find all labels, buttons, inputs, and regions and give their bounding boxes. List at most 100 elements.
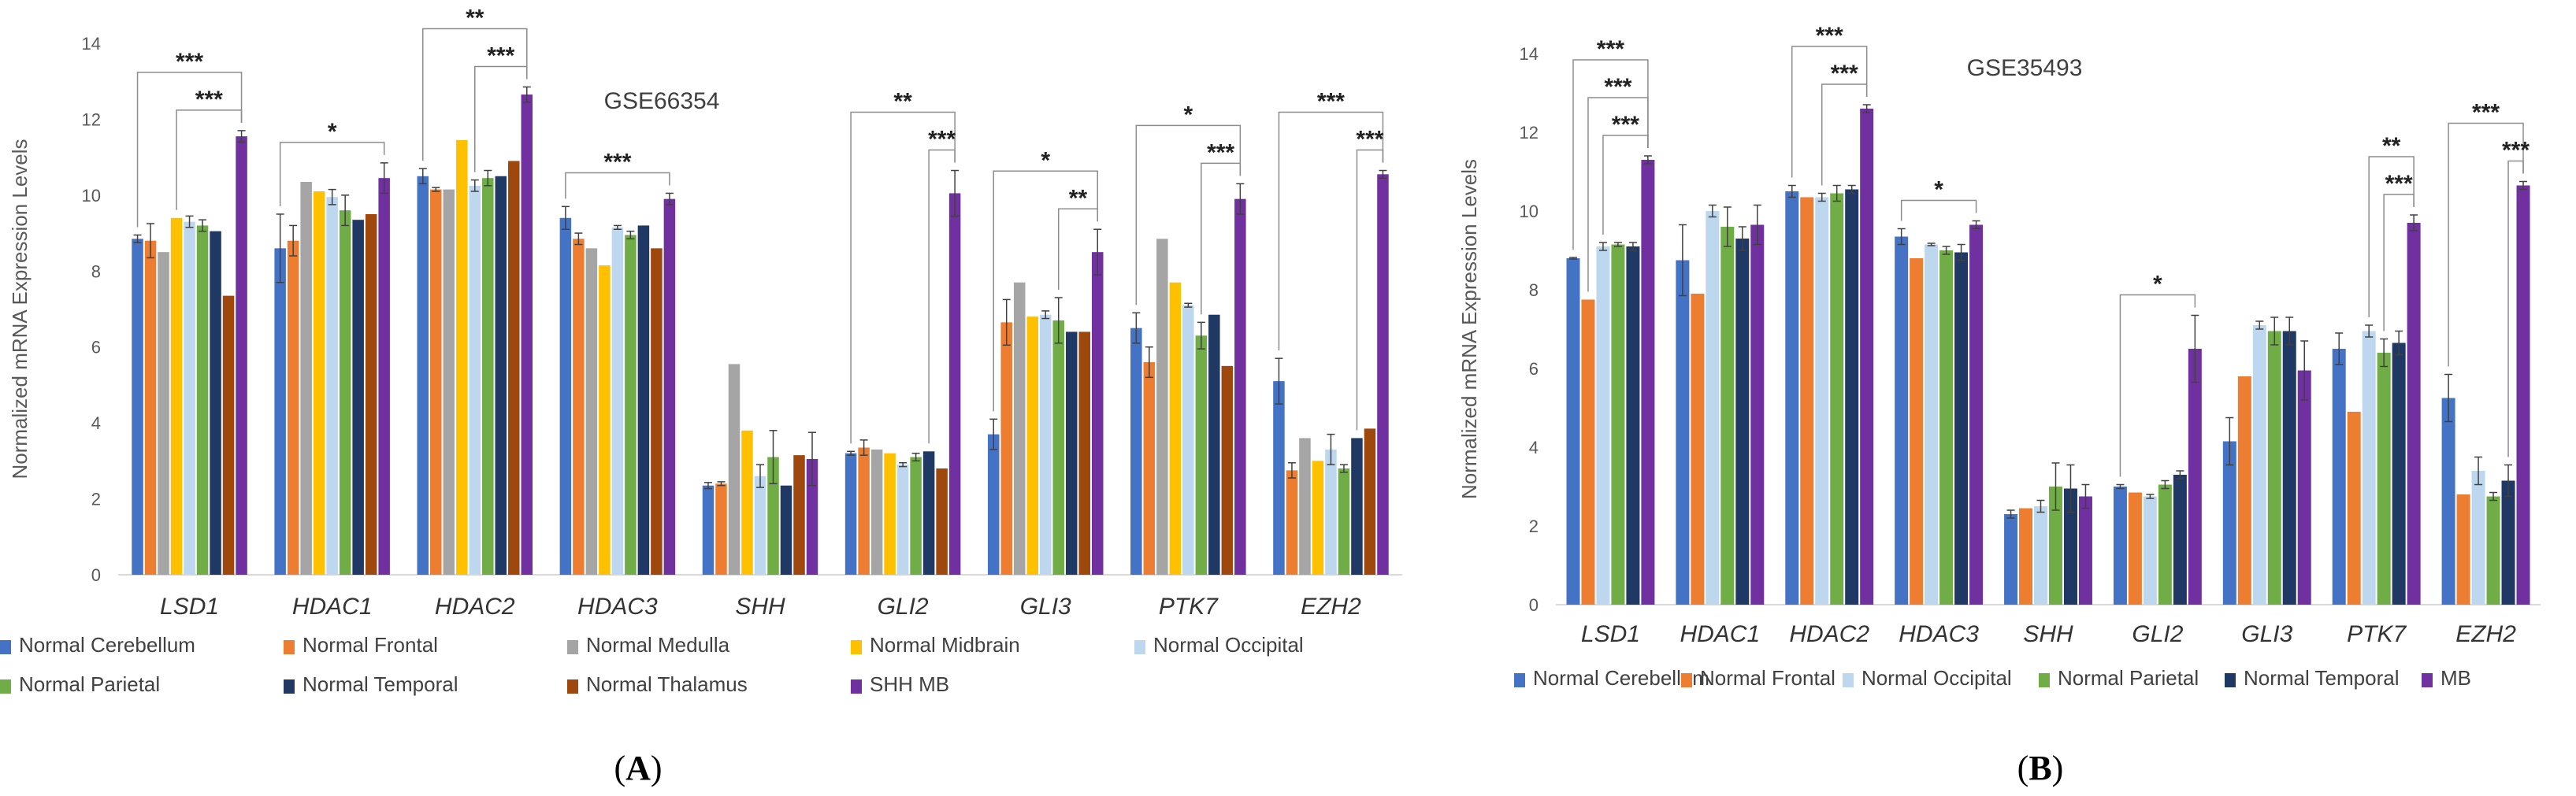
category-label: GLI2 <box>878 594 929 620</box>
legend-swatch <box>851 679 862 694</box>
significance-bracket <box>1057 208 1098 291</box>
legend-swatch <box>567 679 578 694</box>
significance-bracket <box>2119 294 2196 477</box>
legend-label: Normal Occipital <box>1153 633 1304 657</box>
legend-label: Normal Temporal <box>2244 666 2399 690</box>
bar <box>599 265 611 575</box>
significance-bracket <box>1201 162 1242 315</box>
bar <box>948 193 961 576</box>
significance-bracket <box>2368 156 2415 317</box>
bar <box>1581 299 1595 605</box>
y-tick-label: 0 <box>91 565 101 585</box>
bar <box>1195 335 1208 575</box>
y-tick-label: 2 <box>1529 516 1539 536</box>
bar <box>793 455 805 575</box>
bar <box>1091 252 1104 575</box>
chart-title: GSE66354 <box>604 88 720 114</box>
category-label: HDAC3 <box>1899 621 1979 647</box>
bar <box>300 181 312 575</box>
bar <box>521 94 533 575</box>
bar <box>2392 342 2406 605</box>
bar <box>378 178 390 576</box>
legend-label: Normal Temporal <box>303 672 458 696</box>
bar <box>715 483 727 575</box>
bar <box>1939 250 1954 605</box>
bar <box>132 239 143 575</box>
category-label: EZH2 <box>1301 594 1361 620</box>
bar <box>210 231 221 575</box>
bar <box>559 217 572 575</box>
bar <box>1691 294 1705 605</box>
bar <box>2252 325 2266 605</box>
bar <box>2297 370 2311 605</box>
bar <box>858 447 870 575</box>
legend-label: Normal Parietal <box>2058 666 2199 690</box>
bar <box>1221 365 1234 575</box>
legend-swatch <box>851 640 862 654</box>
legend-label: Normal Midbrain <box>870 633 1020 657</box>
significance-bracket <box>928 149 956 444</box>
y-tick-label: 12 <box>1520 123 1539 143</box>
significance-label: ** <box>893 89 912 115</box>
bar <box>508 161 520 575</box>
significance-label: *** <box>1207 139 1234 165</box>
bar <box>806 458 818 575</box>
bar <box>365 213 377 575</box>
bar <box>2486 496 2500 605</box>
legend-label: Normal Thalamus <box>586 672 748 696</box>
y-axis-label: Normalized mRNA Expression Levels <box>8 139 32 479</box>
legend-swatch <box>284 679 295 694</box>
significance-bracket <box>176 109 243 210</box>
significance-bracket <box>1821 83 1868 186</box>
category-label: EZH2 <box>2455 621 2516 647</box>
bar <box>1860 109 1874 605</box>
bar <box>663 198 676 575</box>
y-tick-label: 8 <box>1529 280 1539 300</box>
panel-label-a: (A) <box>614 749 662 787</box>
significance-bracket <box>2507 160 2524 457</box>
bar <box>922 451 935 575</box>
legend-swatch <box>2039 673 2050 687</box>
category-label: GLI2 <box>2132 621 2183 647</box>
significance-label: ** <box>1069 185 1088 211</box>
significance-label: *** <box>487 43 514 68</box>
legend-label: Normal Occipital <box>1861 666 2012 690</box>
legend-swatch <box>0 640 11 654</box>
significance-bracket <box>279 142 385 206</box>
bar <box>170 217 183 575</box>
bar <box>1706 211 1720 605</box>
significance-bracket <box>1356 149 1384 431</box>
bar <box>2501 480 2515 605</box>
bar <box>1065 331 1078 575</box>
bar <box>326 197 338 575</box>
significance-label: *** <box>928 127 956 153</box>
bar <box>1596 246 1610 605</box>
chart-b: 0 2 4 6 8 10 12 14 Normalized mRNA Expression Le… <box>1457 23 2541 690</box>
bar <box>1013 282 1026 575</box>
bar <box>1641 160 1655 605</box>
bar <box>1273 381 1285 575</box>
panel-letter-b: B <box>2029 749 2051 787</box>
bar <box>870 449 883 575</box>
category-label: PTK7 <box>1159 594 1219 620</box>
bar <box>1325 449 1337 575</box>
significance-label: *** <box>1597 36 1624 62</box>
bar <box>352 220 364 575</box>
bar <box>754 476 766 575</box>
bar <box>1169 282 1182 575</box>
bar <box>1338 468 1350 575</box>
significance-label: ** <box>2382 133 2401 159</box>
bar <box>2128 492 2142 605</box>
significance-bracket <box>1602 135 1649 235</box>
bar <box>2516 185 2530 605</box>
bar <box>2143 496 2157 605</box>
significance-bracket <box>1791 46 1868 178</box>
significance-label: *** <box>2502 138 2530 164</box>
bar <box>1039 314 1052 575</box>
bar <box>2063 488 2077 605</box>
bar <box>1078 331 1090 575</box>
bar <box>1910 258 1924 605</box>
legend-label: MB <box>2441 666 2471 690</box>
legend-label: Normal Medulla <box>586 633 730 657</box>
